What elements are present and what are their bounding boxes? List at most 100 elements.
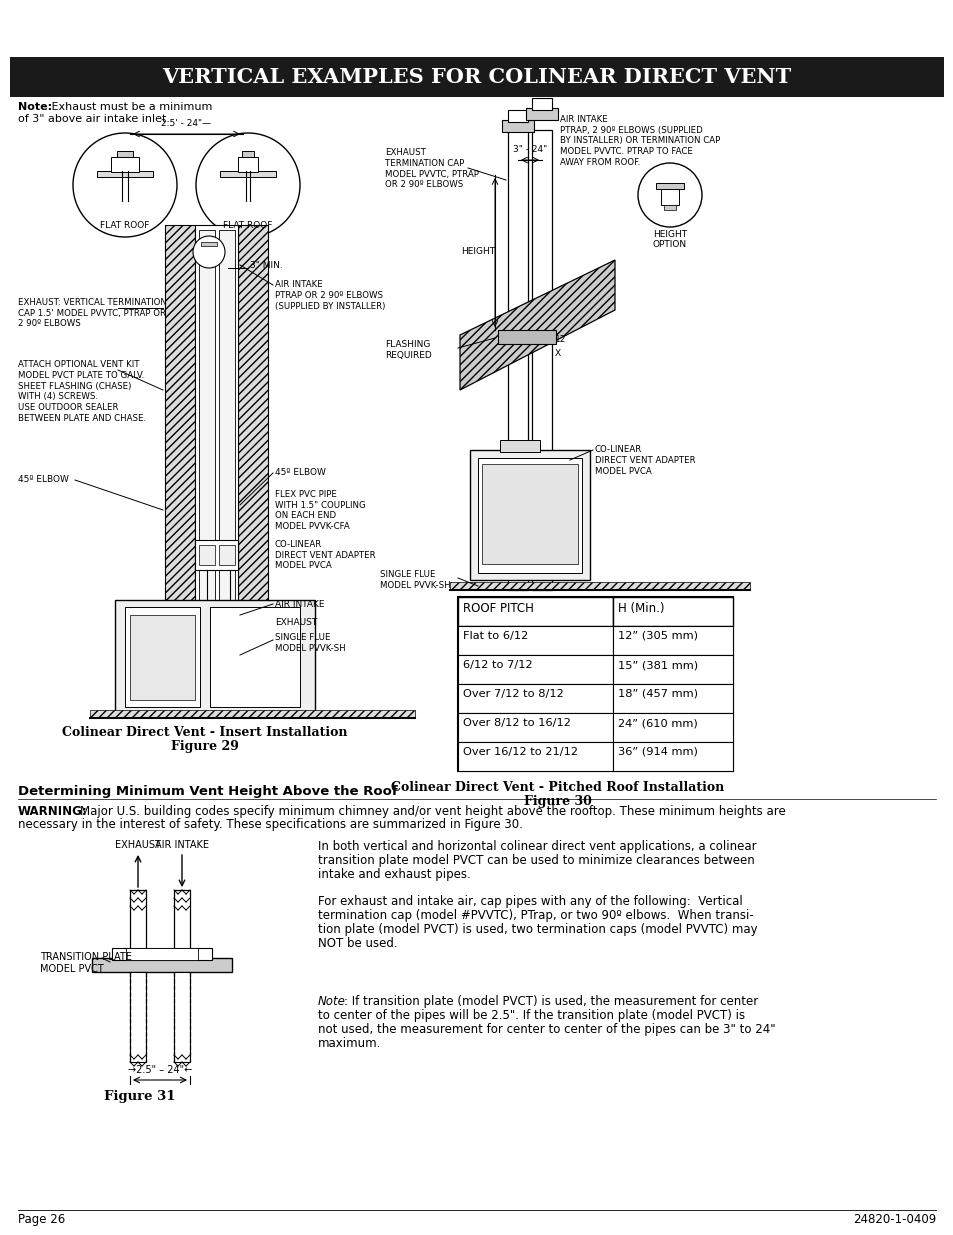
Bar — [237, 225, 268, 620]
Text: WARNING:: WARNING: — [18, 805, 88, 818]
Bar — [115, 600, 314, 715]
Text: AIR INTAKE: AIR INTAKE — [274, 600, 324, 609]
Text: Exhaust must be a minimum: Exhaust must be a minimum — [48, 103, 213, 112]
Text: Determining Minimum Vent Height Above the Roof: Determining Minimum Vent Height Above th… — [18, 785, 397, 798]
Text: Over 7/12 to 8/12: Over 7/12 to 8/12 — [462, 689, 563, 699]
Text: 3" - 24": 3" - 24" — [513, 144, 547, 154]
Text: Colinear Direct Vent - Insert Installation: Colinear Direct Vent - Insert Installati… — [62, 726, 348, 739]
Text: 12” (305 mm): 12” (305 mm) — [618, 631, 698, 641]
Text: necessary in the interest of safety. These specifications are summarized in Figu: necessary in the interest of safety. The… — [18, 818, 522, 831]
Text: HEIGHT: HEIGHT — [652, 230, 686, 240]
Text: intake and exhaust pipes.: intake and exhaust pipes. — [317, 868, 470, 881]
Text: AIR INTAKE
PTRAP, 2 90º ELBOWS (SUPPLIED
BY INSTALLER) OR TERMINATION CAP
MODEL : AIR INTAKE PTRAP, 2 90º ELBOWS (SUPPLIED… — [559, 115, 720, 167]
Circle shape — [193, 236, 225, 268]
Text: CO-LINEAR
DIRECT VENT ADAPTER
MODEL PVCA: CO-LINEAR DIRECT VENT ADAPTER MODEL PVCA — [274, 540, 375, 571]
Bar — [90, 710, 415, 718]
Text: OPTION: OPTION — [652, 240, 686, 249]
Text: to center of the pipes will be 2.5". If the transition plate (model PVCT) is: to center of the pipes will be 2.5". If … — [317, 1009, 744, 1023]
Text: →2.5" – 24"←: →2.5" – 24"← — [128, 1065, 192, 1074]
Text: TRANSITION PLATE
MODEL PVCT: TRANSITION PLATE MODEL PVCT — [40, 952, 132, 974]
Text: FLASHING
REQUIRED: FLASHING REQUIRED — [385, 340, 432, 359]
Bar — [613, 626, 732, 655]
Bar — [117, 151, 132, 157]
Bar — [457, 713, 613, 742]
Bar — [199, 545, 214, 564]
Bar — [613, 742, 732, 771]
Bar — [525, 107, 558, 120]
Text: 45º ELBOW: 45º ELBOW — [274, 468, 326, 477]
Text: 3" MIN.: 3" MIN. — [250, 261, 282, 269]
Bar — [165, 225, 194, 620]
Bar — [173, 972, 190, 1062]
Bar — [210, 606, 299, 706]
Text: of 3" above air intake inlet.: of 3" above air intake inlet. — [18, 114, 170, 124]
Circle shape — [73, 133, 177, 237]
Text: CO-LINEAR
DIRECT VENT ADAPTER
MODEL PVCA: CO-LINEAR DIRECT VENT ADAPTER MODEL PVCA — [595, 445, 695, 475]
Text: Note:: Note: — [18, 103, 52, 112]
Polygon shape — [459, 261, 615, 390]
Text: 24820-1-0409: 24820-1-0409 — [852, 1213, 935, 1226]
Text: termination cap (model #PVVTC), PTrap, or two 90º elbows.  When transi-: termination cap (model #PVVTC), PTrap, o… — [317, 909, 753, 923]
Text: not used, the measurement for center to center of the pipes can be 3" to 24": not used, the measurement for center to … — [317, 1023, 775, 1036]
Bar — [173, 890, 190, 960]
Bar — [112, 948, 212, 960]
Text: Figure 30: Figure 30 — [523, 795, 591, 808]
Text: H (Min.): H (Min.) — [618, 601, 664, 615]
Text: 18” (457 mm): 18” (457 mm) — [618, 689, 698, 699]
Text: EXHAUST
TERMINATION CAP
MODEL PVVTC, PTRAP
OR 2 90º ELBOWS: EXHAUST TERMINATION CAP MODEL PVVTC, PTR… — [385, 148, 478, 189]
Bar — [237, 157, 257, 172]
Bar — [194, 225, 237, 620]
Text: 6/12 to 7/12: 6/12 to 7/12 — [462, 659, 532, 671]
Bar — [656, 183, 683, 189]
Bar — [532, 130, 552, 590]
Text: 36” (914 mm): 36” (914 mm) — [618, 747, 698, 757]
Text: Over 16/12 to 21/12: Over 16/12 to 21/12 — [462, 747, 578, 757]
Text: EXHAUST: VERTICAL TERMINATION
CAP 1.5' MODEL PVVTC, PTRAP OR
2 90º ELBOWS: EXHAUST: VERTICAL TERMINATION CAP 1.5' M… — [18, 298, 167, 329]
Text: FLAT ROOF: FLAT ROOF — [100, 221, 150, 230]
Text: Over 8/12 to 16/12: Over 8/12 to 16/12 — [462, 718, 570, 727]
Text: : If transition plate (model PVCT) is used, the measurement for center: : If transition plate (model PVCT) is us… — [344, 995, 758, 1008]
Text: Colinear Direct Vent - Pitched Roof Installation: Colinear Direct Vent - Pitched Roof Inst… — [391, 781, 724, 794]
Bar — [457, 742, 613, 771]
Text: NOT be used.: NOT be used. — [317, 937, 397, 950]
Bar — [497, 330, 556, 345]
Text: FLEX PVC PIPE
WITH 1.5" COUPLING
ON EACH END
MODEL PVVK-CFA: FLEX PVC PIPE WITH 1.5" COUPLING ON EACH… — [274, 490, 365, 531]
Bar — [0, 0, 953, 56]
Bar — [242, 151, 253, 157]
Text: 2.5' - 24"—: 2.5' - 24"— — [161, 119, 211, 128]
Text: Flat to 6/12: Flat to 6/12 — [462, 631, 528, 641]
Bar — [457, 597, 613, 626]
Bar — [507, 130, 527, 590]
Bar — [481, 464, 578, 564]
Bar — [450, 582, 749, 590]
Circle shape — [195, 133, 299, 237]
Text: FLAT ROOF: FLAT ROOF — [223, 221, 273, 230]
Text: X: X — [555, 350, 560, 358]
Circle shape — [638, 163, 701, 227]
Text: ROOF PITCH: ROOF PITCH — [462, 601, 534, 615]
Text: tion plate (model PVCT) is used, two termination caps (model PVVTC) may: tion plate (model PVCT) is used, two ter… — [317, 923, 757, 936]
Bar — [199, 230, 214, 605]
Text: In both vertical and horizontal colinear direct vent applications, a colinear: In both vertical and horizontal colinear… — [317, 840, 756, 853]
Text: For exhaust and intake air, cap pipes with any of the following:  Vertical: For exhaust and intake air, cap pipes wi… — [317, 895, 742, 908]
Bar — [111, 157, 139, 172]
Text: 15” (381 mm): 15” (381 mm) — [618, 659, 698, 671]
Text: EXHAUST: EXHAUST — [115, 840, 161, 850]
Text: EXHAUST: EXHAUST — [274, 618, 317, 627]
Bar — [130, 972, 146, 1062]
Text: Figure 29: Figure 29 — [171, 740, 238, 753]
Bar — [457, 684, 613, 713]
Bar — [219, 545, 234, 564]
Bar — [130, 615, 194, 700]
Bar — [126, 948, 198, 960]
Bar — [613, 684, 732, 713]
Bar — [97, 170, 152, 177]
Text: Figure 31: Figure 31 — [104, 1091, 175, 1103]
Bar — [613, 597, 732, 626]
Bar — [501, 120, 534, 132]
Bar — [663, 205, 676, 210]
Text: 12: 12 — [555, 336, 566, 345]
Bar — [457, 597, 732, 771]
Bar — [125, 606, 200, 706]
Bar — [130, 890, 146, 960]
